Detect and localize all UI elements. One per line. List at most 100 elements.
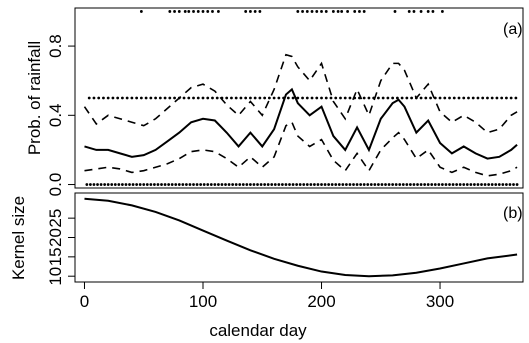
observation-point: [336, 10, 340, 13]
observation-point: [103, 183, 107, 186]
observation-point: [201, 10, 205, 13]
panel-a-ytick-label: 0.0: [46, 173, 65, 197]
panel-b-ylabel: Kernel size: [9, 196, 28, 280]
observation-point: [327, 183, 331, 186]
observation-point: [241, 183, 245, 186]
observation-point: [87, 96, 91, 100]
observation-point: [355, 183, 359, 186]
observation-point: [345, 183, 348, 186]
observation-point: [358, 10, 361, 13]
observation-point: [323, 183, 327, 186]
observation-point: [334, 96, 338, 100]
observation-point: [494, 183, 498, 186]
observation-point: [391, 96, 395, 100]
observation-point: [177, 10, 181, 13]
observation-point: [124, 183, 128, 186]
observation-point: [320, 96, 323, 100]
observation-point: [272, 96, 276, 100]
observation-point: [206, 96, 210, 100]
observation-point: [437, 183, 441, 186]
panel-a-series: [83, 53, 518, 177]
observation-point: [495, 96, 499, 100]
observation-point: [301, 10, 304, 13]
observation-point: [305, 183, 309, 186]
panel-b-ytick-label: 10: [46, 267, 65, 286]
observation-point: [457, 96, 461, 100]
observation-point: [209, 183, 213, 186]
observation-point: [329, 96, 333, 100]
observation-point: [131, 183, 135, 186]
panel-b-ytick-label: 25: [46, 209, 65, 228]
observation-point: [96, 183, 99, 186]
observation-point: [192, 96, 195, 100]
observation-point: [295, 183, 299, 186]
x-axis-label: calendar day: [209, 321, 307, 340]
observation-point: [509, 96, 513, 100]
observation-point: [173, 96, 176, 100]
observation-point: [412, 183, 416, 186]
observation-point: [497, 183, 501, 186]
observation-point: [346, 10, 349, 13]
observation-point: [380, 183, 384, 186]
observation-point: [340, 10, 344, 13]
observation-point: [170, 183, 174, 186]
observation-point: [444, 183, 448, 186]
observation-point: [92, 183, 96, 186]
observation-point: [253, 10, 257, 13]
panel-b-series-0: [84, 197, 518, 278]
observation-point: [305, 10, 309, 13]
observation-point: [113, 183, 117, 186]
observation-point: [277, 96, 281, 100]
panel-a-ytick-label: 0.8: [46, 34, 65, 58]
observation-point: [192, 10, 195, 13]
observation-point: [153, 183, 156, 186]
observation-point: [258, 96, 262, 100]
observation-point: [393, 10, 397, 13]
observation-point: [168, 96, 172, 100]
observation-point: [266, 183, 270, 186]
observation-point: [296, 10, 300, 13]
observation-point: [465, 183, 469, 186]
observation-point: [220, 183, 224, 186]
observation-point: [433, 183, 437, 186]
observation-point: [387, 183, 391, 186]
observation-point: [281, 183, 284, 186]
observation-point: [267, 96, 271, 100]
observation-point: [211, 10, 214, 13]
x-tick-label: 0: [80, 292, 89, 311]
observation-point: [334, 183, 338, 186]
observation-point: [196, 96, 200, 100]
observation-point: [249, 96, 252, 100]
observation-point: [487, 183, 491, 186]
observation-point: [405, 183, 409, 186]
observation-point: [154, 96, 157, 100]
observation-point: [97, 96, 101, 100]
observation-point: [195, 183, 199, 186]
observation-point: [177, 96, 181, 100]
observation-point: [270, 183, 274, 186]
observation-point: [373, 183, 377, 186]
observation-point: [407, 10, 411, 13]
observation-point: [384, 183, 387, 186]
observation-point: [331, 10, 335, 13]
observation-point: [181, 183, 185, 186]
observation-point: [441, 183, 444, 186]
observation-point: [302, 183, 306, 186]
observation-point: [106, 96, 110, 100]
observation-point: [224, 183, 227, 186]
observation-point: [163, 96, 167, 100]
observation-point: [167, 183, 171, 186]
observation-point: [135, 183, 139, 186]
observation-point: [182, 96, 186, 100]
observation-point: [145, 183, 149, 186]
observation-point: [391, 183, 395, 186]
observation-point: [149, 183, 153, 186]
panel-b-ytick-label: 15: [46, 247, 65, 266]
observation-point: [213, 183, 217, 186]
observation-point: [514, 96, 518, 100]
observation-point: [471, 96, 475, 100]
observation-point: [409, 183, 412, 186]
observation-point: [395, 96, 399, 100]
panel-a-series-0: [84, 87, 518, 160]
observation-point: [505, 96, 508, 100]
